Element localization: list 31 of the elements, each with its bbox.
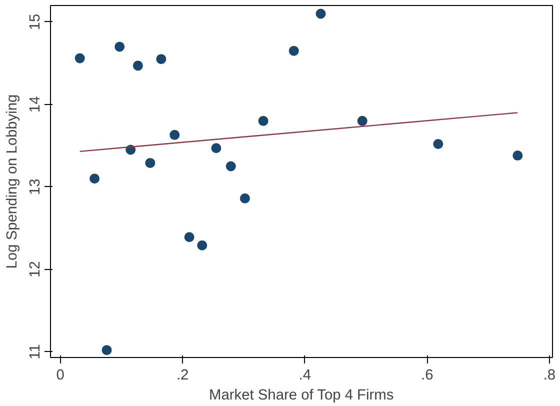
- x-tick-label: .2: [176, 368, 189, 384]
- point: [197, 240, 208, 250]
- point: [512, 150, 523, 161]
- y-axis-title: Log Spending on Lobbying: [4, 94, 20, 269]
- point: [184, 232, 194, 242]
- point: [90, 174, 100, 184]
- y-tick-label: 12: [28, 261, 44, 278]
- point: [288, 46, 299, 56]
- point: [156, 54, 166, 64]
- point: [132, 60, 143, 71]
- x-tick-label: .4: [298, 368, 311, 384]
- point: [114, 42, 125, 52]
- point: [102, 345, 112, 356]
- x-tick-label: 0: [56, 368, 64, 384]
- x-tick-label: .6: [421, 368, 434, 384]
- x-tick-label: .8: [543, 368, 556, 384]
- point: [211, 143, 222, 154]
- point: [240, 193, 250, 204]
- y-tick-label: 15: [28, 14, 44, 30]
- point: [433, 139, 444, 149]
- point: [226, 161, 236, 172]
- x-axis-title: Market Share of Top 4 Firms: [209, 388, 394, 404]
- y-tick-label: 11: [28, 344, 44, 360]
- point: [357, 116, 368, 126]
- point: [74, 53, 85, 64]
- point: [316, 8, 326, 19]
- y-tick-label: 13: [28, 178, 44, 196]
- point: [170, 130, 180, 140]
- y-tick-label: 14: [28, 96, 44, 113]
- point: [145, 158, 156, 168]
- point: [258, 116, 268, 126]
